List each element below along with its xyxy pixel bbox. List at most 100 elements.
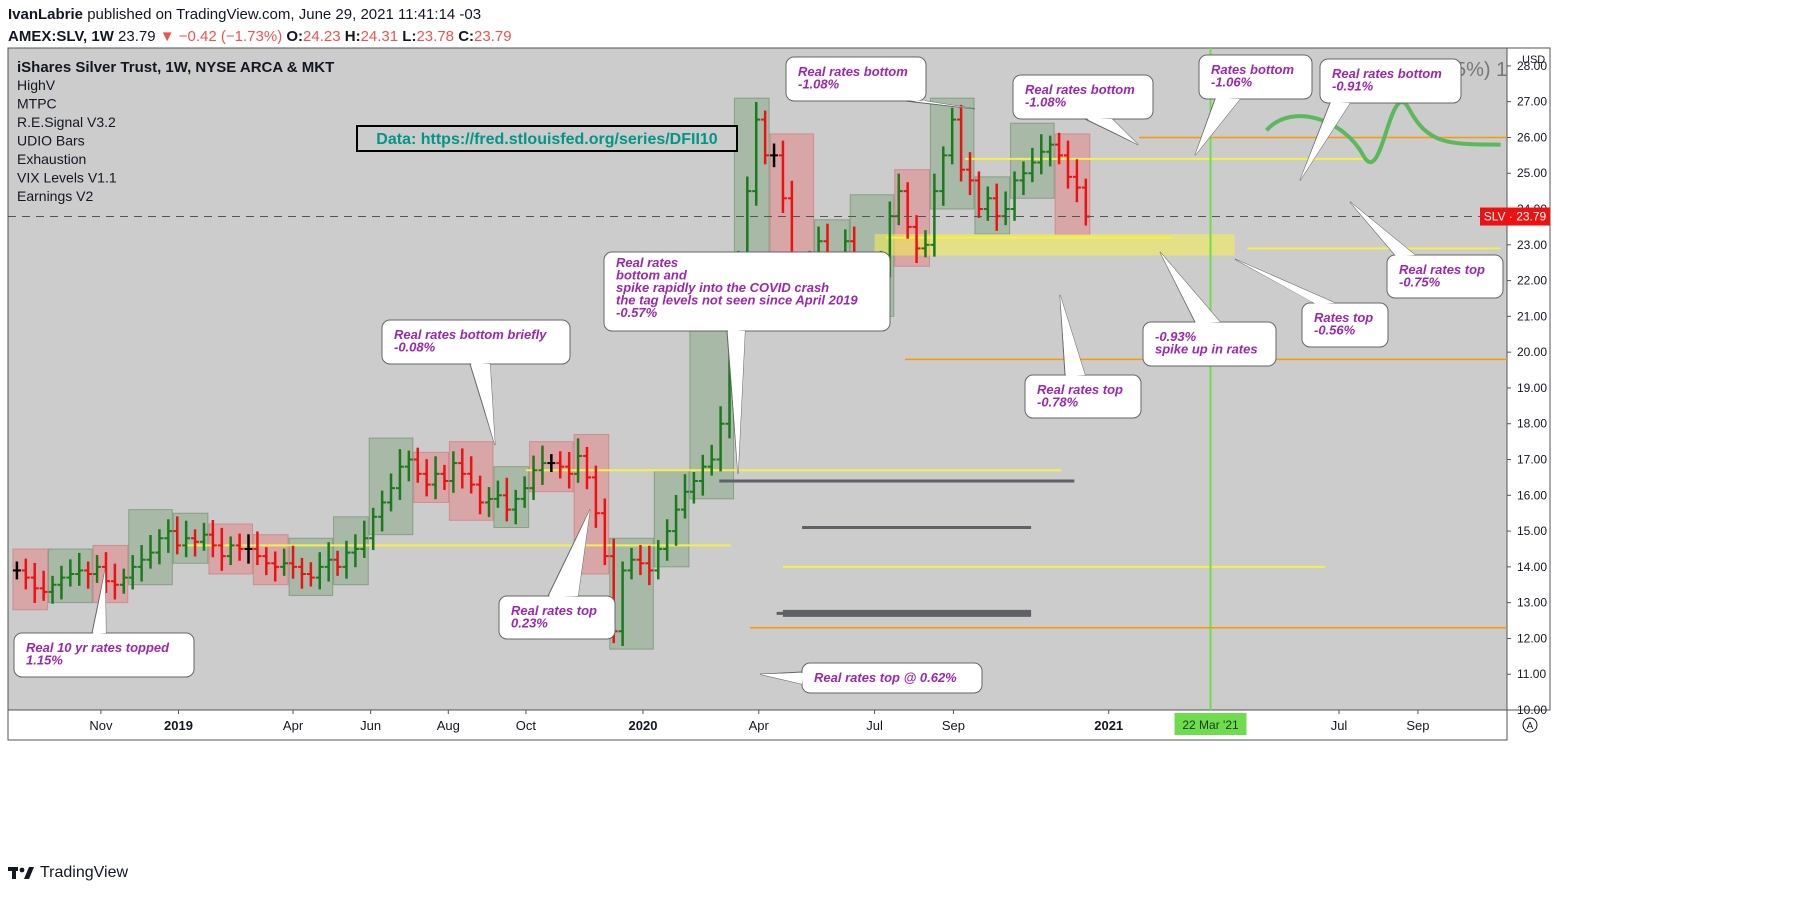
high-label: H: <box>344 28 361 45</box>
tradingview-logo-icon <box>8 867 34 879</box>
legend-indicator: MTPC <box>17 96 57 112</box>
callout-text: -0.93% <box>1155 329 1197 344</box>
callout-pointer <box>1349 201 1416 256</box>
x-tick-label: Apr <box>283 718 304 733</box>
y-tick-label: 14.00 <box>1517 560 1547 574</box>
y-tick-label: 17.00 <box>1517 453 1547 467</box>
callout-text: 0.23% <box>511 616 548 631</box>
legend-indicator: UDIO Bars <box>17 133 85 149</box>
x-tick-label: 2019 <box>164 718 193 733</box>
callout-text: Real rates top @ 0.62% <box>814 670 957 685</box>
symbol-label: AMEX:SLV, 1W <box>8 28 114 45</box>
callout-text: Real 10 yr rates topped <box>26 640 170 655</box>
price-axis[interactable] <box>1506 47 1551 711</box>
callout-box[interactable] <box>1301 302 1389 348</box>
callout-text: -1.06% <box>1211 75 1253 90</box>
y-tick-label: 18.00 <box>1517 417 1547 431</box>
x-tick-label: Jun <box>360 718 381 733</box>
publish-line: IvanLabrie published on TradingView.com,… <box>8 6 481 23</box>
truncated-top-text: 5%) 1 <box>1455 59 1507 81</box>
close-label: C: <box>458 28 475 45</box>
callout-pointer-fill <box>93 570 106 634</box>
callout-pointer-fill <box>549 509 590 597</box>
data-source-box[interactable] <box>356 125 738 152</box>
y-tick-label: 10.00 <box>1517 703 1547 717</box>
callout-text: Real rates top <box>511 603 597 618</box>
callout-pointer-fill <box>1160 251 1220 323</box>
legend-indicator: Exhaustion <box>17 151 86 167</box>
pattern-box <box>733 97 770 282</box>
callout-text: the tag levels not seen since April 2019 <box>616 293 858 308</box>
pattern-box <box>573 433 610 575</box>
callout-pointer-fill <box>1060 294 1085 376</box>
callout-text: -1.08% <box>798 77 840 92</box>
yellow-zone <box>874 234 1235 256</box>
callout-box[interactable] <box>1012 74 1154 120</box>
pattern-box <box>413 451 449 503</box>
time-axis[interactable] <box>7 709 1508 741</box>
auto-scale-icon[interactable] <box>1522 717 1538 733</box>
y-tick-label: 11.00 <box>1517 667 1546 681</box>
x-tick-label: 2021 <box>1094 718 1123 733</box>
y-tick-label: 16.00 <box>1517 488 1547 502</box>
pattern-box <box>493 466 530 529</box>
callout-pointer-fill <box>1300 102 1350 181</box>
auto-scale-label: A <box>1527 721 1534 732</box>
legend-title: iShares Silver Trust, 1W, NYSE ARCA & MK… <box>17 59 334 76</box>
date-highlight-label: 22 Mar '21 <box>1182 718 1239 732</box>
legend-indicator: VIX Levels V1.1 <box>17 170 117 186</box>
price-change: −0.42 (−1.73%) <box>178 28 283 45</box>
y-tick-label: 27.00 <box>1517 95 1547 109</box>
callout-pointer-fill <box>1086 118 1138 145</box>
callout-text: spike up in rates <box>1155 342 1258 357</box>
legend-indicator: Earnings V2 <box>17 188 93 204</box>
x-tick-label: Nov <box>89 718 113 733</box>
callout-text: Real rates bottom <box>1025 82 1135 97</box>
callout-text: Rates top <box>1314 310 1373 325</box>
data-source-text: Data: https://fred.stlouisfed.org/series… <box>376 131 718 148</box>
y-tick-label: 19.00 <box>1517 381 1547 395</box>
callout-text: -0.75% <box>1399 275 1441 290</box>
x-tick-label: Sep <box>942 718 965 733</box>
symbol-ohlc-line: AMEX:SLV, 1W 23.79 ▼ −0.42 (−1.73%) O:24… <box>8 28 512 45</box>
callout-box[interactable] <box>1319 58 1462 104</box>
callout-pointer-fill <box>1350 201 1415 256</box>
pattern-box <box>172 512 209 564</box>
x-tick-label: Jul <box>1331 718 1348 733</box>
y-tick-label: 12.00 <box>1517 631 1547 645</box>
callout-text: Real rates bottom briefly <box>394 327 547 342</box>
publish-info: published on TradingView.com, June 29, 2… <box>87 6 482 23</box>
price-tag-label: SLV · 23.79 <box>1484 210 1547 224</box>
callout-text: Real rates top <box>1399 262 1485 277</box>
pattern-box <box>333 516 369 586</box>
callout-text: -0.56% <box>1314 323 1356 338</box>
callout-text: -0.08% <box>394 340 436 355</box>
callout-box[interactable] <box>1386 254 1504 299</box>
callout-text: -1.08% <box>1025 95 1067 110</box>
y-tick-label: 26.00 <box>1517 130 1547 144</box>
down-arrow-icon: ▼ <box>159 28 175 45</box>
low-label: L: <box>402 28 417 45</box>
y-tick-label: 15.00 <box>1517 524 1547 538</box>
callout-pointer-fill <box>471 363 495 446</box>
callout-box[interactable] <box>1198 54 1313 100</box>
y-tick-label: 23.00 <box>1517 238 1547 252</box>
legend-indicator: R.E.Signal V3.2 <box>17 114 116 130</box>
callout-pointer <box>904 100 976 110</box>
callout-box[interactable] <box>603 251 891 332</box>
callout-box[interactable] <box>785 56 927 102</box>
x-tick-label: 2020 <box>629 718 658 733</box>
pattern-box <box>252 534 289 586</box>
callout-pointer-fill <box>1195 98 1240 156</box>
callout-text: -0.91% <box>1332 79 1374 94</box>
author-name[interactable]: IvanLabrie <box>8 6 84 23</box>
footer-brand[interactable]: TradingView <box>40 864 129 881</box>
callout-pointer-fill <box>1235 259 1335 304</box>
footer: TradingView <box>8 864 128 882</box>
callout-text: -0.57% <box>616 305 658 320</box>
low-value: 23.78 <box>416 28 455 45</box>
callout-pointer-fill <box>906 100 975 109</box>
hand-drawn-curve <box>1265 99 1501 165</box>
last-price: 23.79 <box>118 28 156 45</box>
